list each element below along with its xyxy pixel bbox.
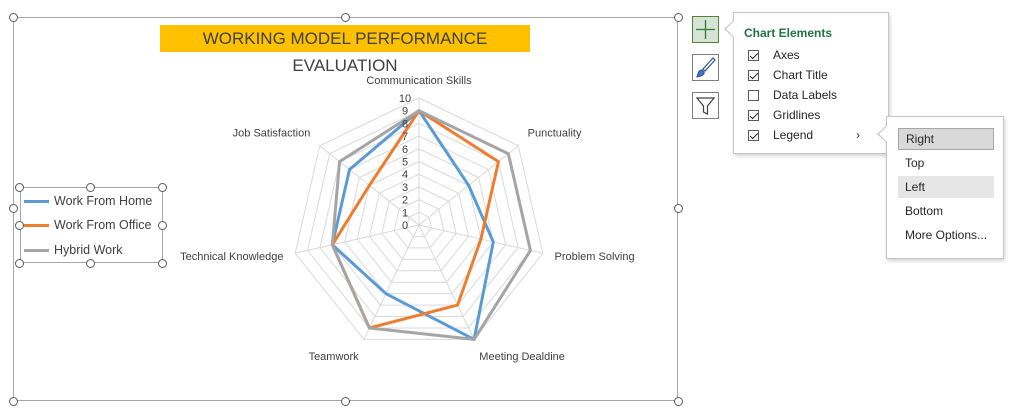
resize-handle-middle-left[interactable]: [9, 204, 18, 213]
chart-styles-button[interactable]: [692, 54, 719, 81]
legend-label: Work From Office: [54, 218, 152, 232]
gridline-ring-10: [294, 97, 544, 340]
category-label: Meeting Dealdine: [479, 351, 565, 363]
data-labels-label: Data Labels: [773, 88, 838, 102]
category-label: Job Satisfaction: [233, 127, 311, 139]
legend-handle-bottom-left[interactable]: [15, 259, 24, 268]
category-label: Teamwork: [309, 351, 360, 363]
series-line-work-from-home[interactable]: [330, 109, 495, 341]
radial-tick-label: 8: [402, 118, 408, 130]
gridlines-label: Gridlines: [773, 108, 821, 122]
chart-title[interactable]: WORKING MODEL PERFORMANCE EVALUATION: [202, 29, 488, 75]
chart-element-legend[interactable]: Legend ›: [748, 125, 878, 145]
radial-tick-label: 6: [402, 144, 408, 156]
legend-handle-middle-right[interactable]: [158, 221, 167, 230]
data-labels-checkbox[interactable]: [748, 89, 759, 101]
resize-handle-top-right[interactable]: [674, 13, 683, 22]
legend-position-submenu: Right Top Left Bottom More Options...: [886, 116, 1004, 259]
legend-label: Legend: [773, 128, 814, 142]
submenu-pointer-fill: [879, 126, 887, 142]
radial-tick-label: 10: [399, 93, 411, 105]
gridline-ring-6: [344, 148, 494, 295]
chart-title-checkbox[interactable]: [748, 69, 759, 81]
legend-option-right[interactable]: Right: [898, 128, 994, 150]
gridline-ring-2: [393, 199, 445, 249]
legend-option-left[interactable]: Left: [898, 176, 994, 198]
legend-option-more-options[interactable]: More Options...: [905, 228, 988, 242]
radar-gridlines: [294, 97, 544, 340]
axis-spoke: [363, 224, 420, 340]
legend-swatch: [24, 248, 49, 252]
legend-option-bottom[interactable]: Bottom: [905, 204, 944, 218]
radial-tick-label: 7: [402, 131, 408, 143]
legend-handle-bottom-middle[interactable]: [86, 259, 95, 268]
category-label: Punctuality: [528, 127, 582, 139]
radar-series: [330, 109, 532, 341]
legend-handle-top-right[interactable]: [158, 183, 167, 192]
chart-title-label: Chart Title: [773, 68, 828, 82]
panel-title: Chart Elements: [744, 26, 833, 40]
resize-handle-middle-right[interactable]: [674, 204, 683, 213]
chart-elements-panel: Chart Elements Axes Chart Title Data Lab…: [733, 12, 889, 154]
legend-swatch: [24, 199, 49, 203]
gridline-ring-4: [368, 173, 470, 272]
radial-tick-label: 9: [402, 106, 408, 118]
paintbrush-icon: [696, 57, 716, 78]
gridline-ring-1: [406, 211, 432, 237]
legend-checkbox[interactable]: [748, 129, 759, 141]
chart-element-gridlines[interactable]: Gridlines: [748, 105, 878, 125]
legend-entry-work-from-office[interactable]: Work From Office: [24, 215, 151, 235]
category-label: Technical Knowledge: [180, 251, 283, 263]
radial-tick-label: 5: [402, 157, 408, 169]
category-label: Communication Skills: [366, 75, 472, 87]
resize-handle-bottom-right[interactable]: [674, 397, 683, 406]
resize-handle-bottom-left[interactable]: [9, 397, 18, 406]
legend-handle-top-middle[interactable]: [86, 183, 95, 192]
resize-handle-bottom-middle[interactable]: [341, 397, 350, 406]
legend-option-top[interactable]: Top: [905, 156, 925, 170]
legend-entry-work-from-home[interactable]: Work From Home: [24, 191, 152, 211]
category-label: Problem Solving: [555, 251, 635, 263]
funnel-icon: [695, 97, 716, 115]
panel-pointer-fill: [726, 21, 734, 37]
radial-tick-label: 1: [402, 207, 408, 219]
chart-element-chart-title[interactable]: Chart Title: [748, 65, 878, 85]
chart-elements-button[interactable]: [692, 16, 719, 43]
legend-handle-top-left[interactable]: [15, 183, 24, 192]
resize-handle-top-middle[interactable]: [341, 13, 350, 22]
gridline-ring-3: [381, 186, 457, 260]
chevron-right-icon[interactable]: ›: [856, 128, 860, 142]
legend-handle-middle-left[interactable]: [15, 221, 24, 230]
resize-handle-top-left[interactable]: [9, 13, 18, 22]
radial-tick-label: 0: [402, 220, 408, 232]
chart-element-axes[interactable]: Axes: [748, 45, 878, 65]
radial-tick-label: 2: [402, 195, 408, 207]
series-line-work-from-office[interactable]: [330, 109, 500, 330]
chart-element-data-labels[interactable]: Data Labels: [748, 85, 878, 105]
radial-tick-label: 3: [402, 182, 408, 194]
radial-tick-label: 4: [402, 169, 408, 181]
axis-spoke: [418, 224, 475, 340]
gridline-ring-5: [356, 160, 482, 283]
legend-label: Work From Home: [54, 194, 153, 208]
plus-icon: [696, 20, 715, 39]
legend-swatch: [24, 223, 49, 227]
chart-filters-button[interactable]: [692, 92, 719, 119]
gridlines-checkbox[interactable]: [748, 109, 759, 121]
series-line-hybrid-work[interactable]: [330, 109, 532, 341]
legend-handle-bottom-right[interactable]: [158, 259, 167, 268]
chart-title-background: [160, 25, 530, 52]
axes-checkbox[interactable]: [748, 49, 759, 61]
legend-entry-hybrid-work[interactable]: Hybrid Work: [24, 240, 123, 260]
axis-spoke: [295, 224, 420, 254]
legend-label: Hybrid Work: [54, 243, 123, 257]
axes-label: Axes: [773, 48, 800, 62]
